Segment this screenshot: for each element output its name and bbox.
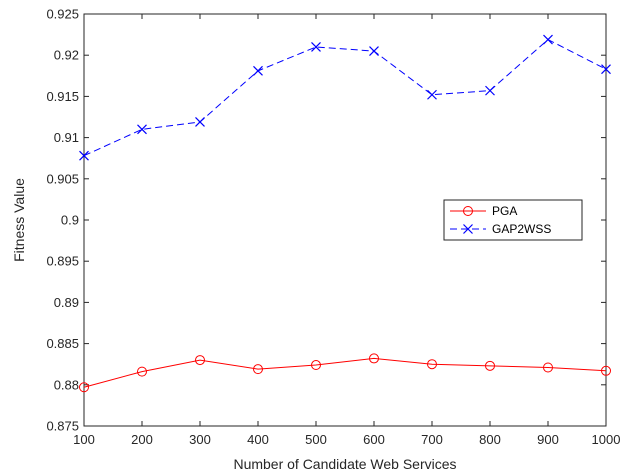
y-tick-label: 0.91 [54,130,79,145]
series-pga [79,353,611,393]
data-point [137,124,147,135]
data-point [137,366,147,377]
x-axis-label: Number of Candidate Web Services [233,456,456,472]
series-line-gap2wss [83,38,607,157]
data-point [253,65,263,76]
series-gap2wss [79,34,611,161]
data-point [311,42,321,52]
data-point [253,364,263,375]
y-tick-label: 0.915 [46,89,79,104]
data-point [601,64,611,75]
data-point [601,365,611,376]
x-tick-label: 500 [305,432,327,447]
legend-marker [463,206,473,216]
y-tick-label: 0.88 [54,377,79,392]
y-tick-label: 0.885 [46,336,79,351]
data-point [195,355,205,366]
legend-item-gap2wss: GAP2WSS [450,222,551,236]
data-point [369,46,379,57]
x-axis-ticks: 100 200 300 400 500 600 700 800 900 1000 [73,14,620,447]
y-tick-label: 0.89 [54,295,79,310]
x-tick-label: 800 [479,432,501,447]
data-point [543,362,553,373]
data-point [195,117,205,127]
y-tick-label: 0.925 [46,7,79,22]
x-tick-label: 300 [189,432,211,447]
legend-marker [463,224,473,234]
data-point [485,85,495,96]
data-point [369,353,379,364]
y-axis-ticks: 0.875 0.88 0.885 0.89 0.895 0.9 0.905 0.91 0.915… [46,7,606,434]
series-line-pga [83,357,607,388]
y-tick-label: 0.92 [54,48,79,63]
x-tick-label: 400 [247,432,269,447]
x-tick-label: 600 [363,432,385,447]
y-tick-label: 0.9 [61,213,79,228]
legend-label: GAP2WSS [492,222,551,236]
series-layer [79,34,611,393]
y-axis-label: Fitness Value [11,178,27,262]
data-point [79,150,89,161]
data-point [79,382,89,393]
legend-label: PGA [492,204,517,218]
x-tick-label: 100 [73,432,95,447]
x-tick-label: 200 [131,432,153,447]
legend-item-pga: PGA [450,204,517,218]
y-tick-label: 0.905 [46,171,79,186]
data-point [427,359,437,370]
data-point [311,360,321,371]
x-tick-label: 900 [537,432,559,447]
y-tick-label: 0.875 [46,419,79,434]
y-tick-label: 0.895 [46,254,79,269]
x-tick-label: 700 [421,432,443,447]
legend: PGA GAP2WSS [443,199,583,241]
data-point [543,34,553,45]
x-tick-label: 1000 [592,432,621,447]
data-point [427,89,437,100]
data-point [485,360,495,371]
